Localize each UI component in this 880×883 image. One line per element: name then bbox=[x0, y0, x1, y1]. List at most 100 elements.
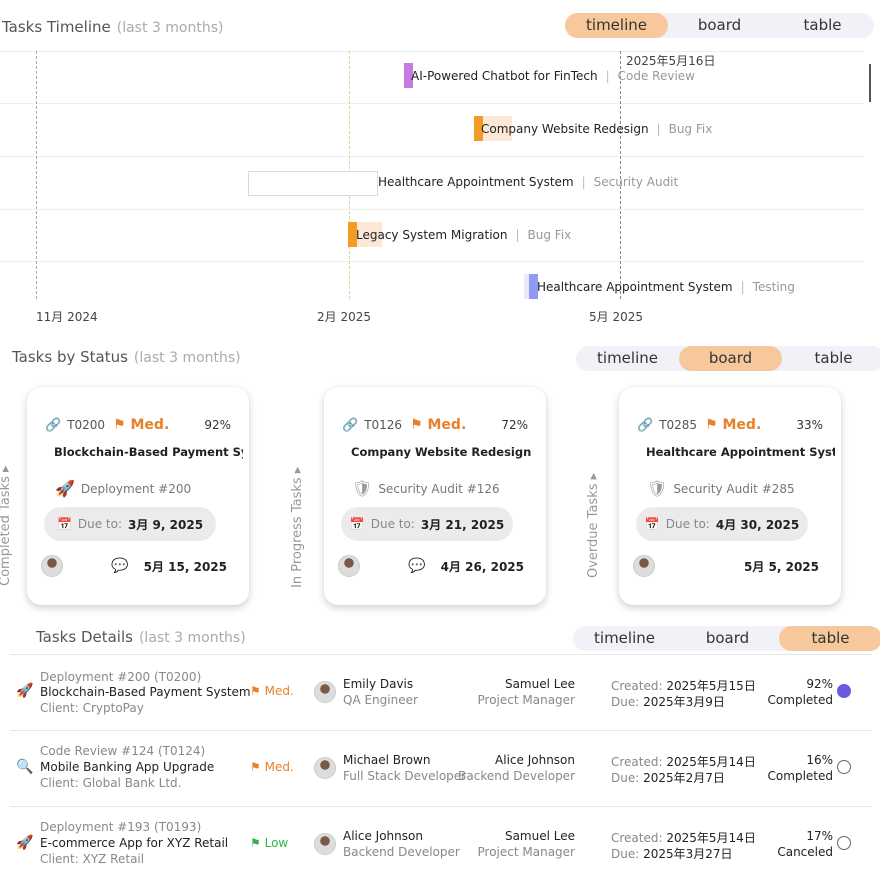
link-icon: 🔗 bbox=[637, 417, 654, 433]
separator: | bbox=[740, 280, 745, 294]
card-type: 🚀 Deployment #200 bbox=[55, 479, 191, 498]
task-name: Legacy System Migration bbox=[356, 228, 508, 242]
due-date: 3月 9, 2025 bbox=[128, 517, 204, 532]
column-label-overdue[interactable]: Overdue Tasks ▸ bbox=[586, 472, 601, 578]
card-type: 🛡 Security Audit #126 bbox=[352, 479, 500, 498]
avatar[interactable] bbox=[314, 833, 336, 855]
task-card[interactable]: 🔗 T0126 ⚑ Med. 72% Company Website Redes… bbox=[324, 387, 546, 605]
board-view-switcher: timeline board table bbox=[576, 346, 880, 371]
card-date: 4月 26, 2025 bbox=[440, 559, 524, 574]
avatar[interactable] bbox=[41, 555, 63, 577]
tab-table[interactable]: table bbox=[803, 16, 842, 34]
link-icon: 🔗 bbox=[45, 417, 62, 433]
task-type: Deployment #193 bbox=[40, 820, 151, 834]
due-pill: 📅 Due to: 3月 21, 2025 bbox=[341, 507, 513, 541]
tab-timeline[interactable]: timeline bbox=[565, 13, 668, 38]
card-footer: 💬 4月 26, 2025 bbox=[338, 555, 524, 577]
gridline bbox=[0, 261, 864, 262]
gridline bbox=[0, 156, 864, 157]
card-title: Healthcare Appointment System bbox=[646, 445, 835, 459]
row-select-radio[interactable] bbox=[837, 836, 851, 850]
flag-icon: ⚑ bbox=[250, 760, 261, 774]
table-row[interactable]: 🚀 Deployment #200 (T0200) Blockchain-Bas… bbox=[10, 655, 872, 731]
task-label[interactable]: Company Website Redesign | Bug Fix bbox=[481, 117, 712, 142]
priority: ⚑ Med. bbox=[250, 760, 294, 774]
due-label: Due: bbox=[611, 847, 640, 861]
task-card[interactable]: 🔗 T0200 ⚑ Med. 92% Blockchain-Based Paym… bbox=[27, 387, 249, 605]
task-type-id: Deployment #200 (T0200) bbox=[40, 670, 201, 684]
task-type-id: Code Review #124 (T0124) bbox=[40, 744, 205, 758]
progress: 92% bbox=[806, 677, 833, 691]
task-label[interactable]: Healthcare Appointment System | Security A… bbox=[378, 170, 678, 195]
chat-icon[interactable]: 💬 bbox=[408, 558, 426, 574]
tab-table[interactable]: table bbox=[779, 626, 880, 651]
task-bar[interactable] bbox=[248, 171, 378, 196]
card-date: 5月 15, 2025 bbox=[143, 559, 227, 574]
task-name: AI-Powered Chatbot for FinTech bbox=[411, 69, 598, 83]
tab-board[interactable]: board bbox=[697, 16, 742, 34]
tab-timeline[interactable]: timeline bbox=[597, 349, 658, 367]
details-subtitle: (last 3 months) bbox=[138, 630, 246, 646]
priority: ⚑ Low bbox=[250, 836, 288, 850]
timeline-section-title: Tasks Timeline (last 3 months) bbox=[2, 18, 223, 36]
due-pill: 📅 Due to: 3月 9, 2025 bbox=[44, 507, 216, 541]
created-date: Created: 2025年5月14日 bbox=[611, 829, 756, 846]
avatar[interactable] bbox=[314, 757, 336, 779]
task-bar[interactable] bbox=[404, 63, 413, 88]
tab-table[interactable]: table bbox=[814, 349, 853, 367]
flag-icon: ⚑ bbox=[410, 417, 423, 433]
column-label-completed[interactable]: Completed Tasks ▸ bbox=[0, 465, 13, 586]
task-id: T0285 bbox=[659, 418, 698, 432]
today-label: 2025年5月16日 bbox=[626, 54, 716, 68]
avatar[interactable] bbox=[633, 555, 655, 577]
due-label: Due: bbox=[611, 771, 640, 785]
task-label[interactable]: AI-Powered Chatbot for FinTech | Code Revi… bbox=[411, 64, 695, 89]
card-title: Blockchain-Based Payment System bbox=[54, 445, 243, 459]
client: Client: CryptoPay bbox=[40, 701, 144, 715]
task-type: Security Audit bbox=[593, 175, 679, 189]
gridline bbox=[0, 103, 864, 104]
task-title[interactable]: E-commerce App for XYZ Retail bbox=[40, 836, 229, 850]
tab-board[interactable]: board bbox=[705, 629, 750, 647]
task-type: Code Review bbox=[617, 69, 695, 83]
scroll-handle[interactable] bbox=[869, 64, 871, 102]
row-select-radio[interactable] bbox=[837, 684, 851, 698]
due-value: 2025年2月7日 bbox=[643, 771, 725, 785]
details-title: Tasks Details bbox=[36, 628, 133, 646]
assignee-name: Alice Johnson bbox=[343, 829, 423, 843]
table-row[interactable]: 🚀 Deployment #193 (T0193) E-commerce App… bbox=[10, 807, 872, 883]
tab-timeline[interactable]: timeline bbox=[594, 629, 655, 647]
timeline-subtitle: (last 3 months) bbox=[116, 20, 224, 36]
code-review-icon: 🔍 bbox=[16, 759, 34, 775]
created-label: Created: bbox=[611, 679, 663, 693]
task-bar-start bbox=[474, 116, 483, 141]
axis-tick-label: 5月 2025 bbox=[589, 310, 643, 324]
task-label[interactable]: Legacy System Migration | Bug Fix bbox=[356, 223, 571, 248]
tab-board[interactable]: board bbox=[679, 346, 782, 371]
task-type-id: Deployment #193 (T0193) bbox=[40, 820, 201, 834]
row-select-radio[interactable] bbox=[837, 760, 851, 774]
rocket-icon: 🚀 bbox=[55, 479, 75, 498]
task-name: Healthcare Appointment System bbox=[378, 175, 574, 189]
avatar[interactable] bbox=[314, 681, 336, 703]
manager-role: Backend Developer bbox=[458, 769, 575, 783]
column-label-in-progress[interactable]: In Progress Tasks ▸ bbox=[290, 466, 305, 588]
due-date: 4月 30, 2025 bbox=[715, 517, 800, 532]
due-value: 2025年3月9日 bbox=[643, 695, 725, 709]
separator: | bbox=[605, 69, 610, 83]
priority-label: Med. bbox=[264, 684, 294, 698]
task-label[interactable]: Healthcare Appointment System | Testing bbox=[537, 275, 795, 300]
manager-name: Samuel Lee bbox=[504, 829, 575, 843]
task-title[interactable]: Blockchain-Based Payment System bbox=[40, 685, 251, 699]
task-card[interactable]: 🔗 T0285 ⚑ Med. 33% Healthcare Appointmen… bbox=[619, 387, 841, 605]
table-row[interactable]: 🔍 Code Review #124 (T0124) Mobile Bankin… bbox=[10, 731, 872, 807]
shield-icon: 🛡 bbox=[647, 479, 668, 498]
chat-icon[interactable]: 💬 bbox=[111, 558, 129, 574]
created-value: 2025年5月14日 bbox=[666, 831, 756, 845]
priority-label: Med. bbox=[264, 760, 294, 774]
avatar[interactable] bbox=[338, 555, 360, 577]
assignee-role: Backend Developer bbox=[343, 845, 460, 859]
type-label: Security Audit #285 bbox=[673, 481, 795, 496]
today-marker bbox=[620, 51, 621, 299]
task-title[interactable]: Mobile Banking App Upgrade bbox=[40, 760, 215, 774]
